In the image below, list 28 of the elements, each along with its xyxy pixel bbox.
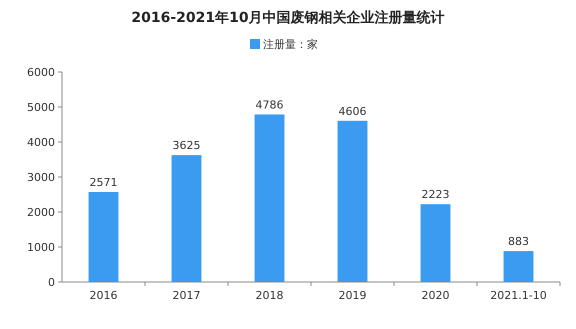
x-tick-label: 2017	[172, 289, 200, 302]
bar	[88, 192, 118, 282]
data-label: 3625	[172, 139, 200, 152]
y-tick-label: 1000	[27, 241, 55, 254]
y-tick-label: 6000	[27, 66, 55, 79]
y-tick-label: 3000	[27, 171, 55, 184]
data-label: 2223	[422, 188, 450, 202]
bar	[504, 251, 534, 282]
bar	[420, 204, 450, 282]
legend-label: 注册量：家	[263, 38, 318, 51]
chart-title: 2016-2021年10月中国废钢相关企业注册量统计	[131, 9, 445, 26]
y-tick-label: 5000	[27, 101, 55, 114]
bar	[254, 114, 284, 282]
bar	[338, 120, 368, 282]
x-tick-label: 2016	[90, 289, 118, 302]
y-tick-label: 2000	[27, 206, 55, 219]
data-label: 4786	[256, 98, 284, 112]
y-tick-label: 4000	[27, 136, 55, 149]
data-label: 883	[508, 235, 529, 248]
data-label: 4606	[338, 104, 366, 118]
x-tick-label: 2018	[256, 289, 284, 302]
x-tick-label: 2021.1-10	[490, 289, 547, 302]
x-tick-label: 2019	[338, 289, 366, 302]
x-tick-label: 2020	[422, 289, 450, 302]
data-label: 2571	[90, 176, 118, 190]
legend: 注册量：家	[250, 38, 318, 51]
y-tick-label: 0	[48, 276, 55, 289]
bar	[172, 155, 202, 282]
